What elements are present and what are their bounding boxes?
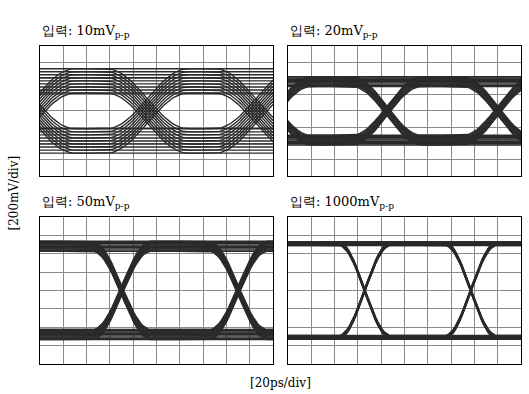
svg-text:입력: 50mV​p-p​: 입력: 50mV​p-p​ bbox=[42, 194, 130, 211]
svg-text:입력: 20mV​p-p​: 입력: 20mV​p-p​ bbox=[290, 23, 378, 40]
svg-text:[20ps/div]: [20ps/div] bbox=[250, 376, 311, 390]
svg-text:입력: 10mV​p-p​: 입력: 10mV​p-p​ bbox=[42, 23, 130, 40]
svg-text:[200mV/div]: [200mV/div] bbox=[7, 156, 21, 231]
svg-text:입력: 1000mV​p-p​: 입력: 1000mV​p-p​ bbox=[290, 194, 394, 211]
